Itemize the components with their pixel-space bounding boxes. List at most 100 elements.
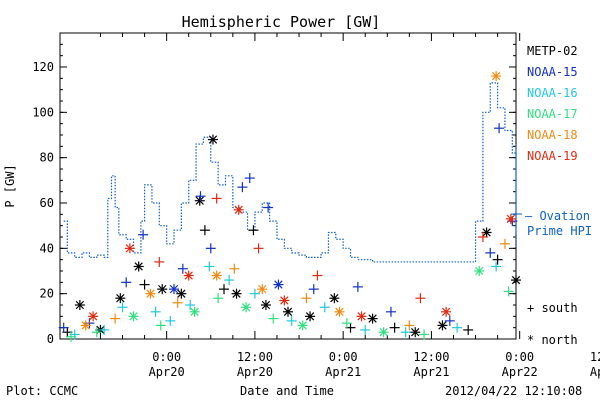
north-point	[211, 270, 222, 281]
marker-stroke	[241, 303, 251, 312]
south-point	[341, 318, 352, 329]
timestamp: 2012/04/22 12:10:08	[445, 384, 582, 398]
marker-stroke	[357, 312, 366, 321]
north-point	[410, 327, 421, 338]
north-point	[124, 243, 135, 254]
north-point	[329, 293, 340, 304]
south-point	[138, 229, 149, 240]
south-point	[66, 331, 77, 342]
marker-stroke	[208, 135, 218, 144]
x-tick-date-label: Apr22	[590, 365, 600, 379]
south-point	[237, 182, 248, 193]
north-point	[441, 306, 452, 317]
marker-stroke	[258, 284, 267, 294]
south-point	[249, 288, 260, 299]
south-point	[219, 284, 230, 295]
south-point	[211, 193, 222, 204]
ovation-legend-line-1: — Ovation	[525, 209, 590, 223]
north-point	[305, 311, 316, 322]
x-tick-date-label: Apr21	[325, 365, 361, 379]
marker-stroke	[169, 284, 179, 294]
north-point	[231, 288, 242, 299]
y-tick-label: 100	[32, 105, 54, 119]
marker-stroke	[134, 262, 143, 271]
legend-entry: NOAA-17	[527, 107, 578, 121]
north-point	[505, 213, 516, 224]
south-point	[155, 320, 166, 331]
marker-stroke	[129, 312, 138, 321]
marker-stroke	[482, 228, 491, 237]
south-point	[308, 284, 319, 295]
south-point	[213, 293, 224, 304]
marker-stroke	[379, 328, 388, 337]
legend: METP-02 NOAA-15 NOAA-16 NOAA-17 NOAA-18 NOAA-…	[527, 44, 578, 163]
north-point	[474, 266, 485, 276]
south-point	[419, 329, 430, 340]
south-point	[268, 313, 279, 324]
marker-stroke	[335, 307, 344, 316]
marker-stroke	[190, 307, 199, 316]
south-point	[494, 123, 505, 134]
chart-title: Hemispheric Power [GW]	[182, 13, 381, 31]
south-point	[150, 306, 161, 317]
y-tick-label: 0	[47, 332, 54, 346]
north-point	[133, 261, 144, 272]
north-point	[511, 275, 521, 286]
marker-stroke	[184, 271, 193, 280]
north-point	[283, 306, 293, 317]
y-axis-label: P [GW]	[3, 164, 17, 207]
south-point	[389, 322, 400, 333]
ovation-legend-line-2: Prime HPI	[527, 224, 592, 238]
y-tick-label: 60	[40, 196, 54, 210]
x-axis: 0:00Apr2012:00Apr200:00Apr2112:00Apr210:…	[99, 33, 600, 379]
marker-legend-entry: * north	[527, 333, 578, 347]
south-point	[477, 232, 488, 242]
marker-stroke	[177, 289, 186, 298]
north-point	[260, 300, 271, 310]
marker-stroke	[261, 300, 271, 310]
north-point	[157, 284, 168, 295]
south-point	[204, 261, 215, 272]
south-point	[492, 254, 503, 265]
north-point	[241, 302, 252, 313]
y-tick-label: 80	[40, 151, 54, 165]
north-point	[437, 320, 448, 331]
ovation-prime-hpi-line	[63, 82, 517, 263]
north-point	[189, 306, 200, 317]
south-point	[485, 247, 496, 258]
north-point	[367, 313, 378, 324]
data-points	[58, 71, 521, 342]
plot-source: Plot: CCMC	[6, 384, 78, 398]
legend-entry: METP-02	[527, 44, 578, 58]
south-point	[319, 302, 330, 313]
south-point	[91, 327, 102, 338]
north-point	[481, 227, 492, 238]
south-point	[400, 327, 411, 338]
y-tick-label: 40	[40, 241, 54, 255]
south-point	[117, 302, 128, 313]
marker-stroke	[511, 275, 521, 285]
marker-stroke	[125, 244, 135, 253]
north-point	[207, 134, 218, 145]
north-point	[88, 311, 99, 322]
south-point	[224, 275, 235, 286]
south-point	[205, 243, 216, 254]
marker-stroke	[506, 214, 516, 224]
marker-stroke	[81, 321, 90, 330]
x-tick-date-label: Apr20	[237, 365, 273, 379]
marker-stroke	[274, 280, 283, 289]
marker-stroke	[158, 284, 167, 294]
y-axis: 0 20 40 60 80 100 120	[32, 32, 516, 346]
north-point	[273, 279, 284, 290]
south-point	[195, 191, 206, 202]
x-tick-date-label: Apr22	[502, 365, 538, 379]
marker-stroke	[88, 312, 98, 321]
north-point	[279, 295, 290, 306]
north-point	[183, 270, 194, 281]
marker-stroke	[298, 321, 307, 330]
y-tick-label: 120	[32, 60, 54, 74]
x-axis-label: Date and Time	[240, 384, 334, 398]
north-point	[80, 320, 91, 331]
south-point	[352, 281, 363, 292]
